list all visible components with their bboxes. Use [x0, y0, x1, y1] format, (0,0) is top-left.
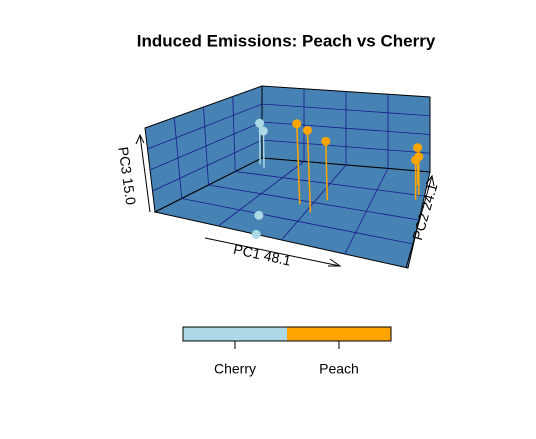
grid-line — [208, 184, 420, 221]
grid-line — [149, 121, 263, 171]
point — [292, 119, 302, 129]
legend: Cherry Peach — [182, 326, 392, 377]
legend-label: Peach — [319, 361, 359, 377]
legend-border — [182, 326, 392, 342]
point — [302, 125, 312, 135]
grid-line — [232, 96, 236, 172]
stem — [296, 123, 301, 205]
x-arrowhead — [328, 258, 342, 267]
legend-swatch — [183, 327, 287, 341]
y-arrowhead — [425, 174, 435, 187]
stem — [262, 131, 265, 169]
axis-arrows — [135, 133, 435, 269]
grid-line — [147, 103, 263, 150]
legend-label: Cherry — [214, 361, 256, 377]
legend-swatch — [287, 327, 391, 341]
z-axis-label: PC3 15.0 — [115, 146, 139, 206]
x-arrow — [204, 237, 341, 267]
plot-box — [144, 85, 431, 269]
grid-line — [344, 168, 389, 255]
stem — [306, 130, 312, 213]
point — [413, 143, 423, 153]
chart-title: Induced Emissions: Peach vs Cherry — [137, 31, 436, 50]
marks — [251, 118, 424, 239]
z-arrowhead — [135, 133, 145, 145]
stem — [325, 141, 329, 201]
point — [258, 126, 268, 136]
point — [321, 136, 331, 146]
floor — [153, 157, 431, 269]
grid-line — [235, 171, 425, 197]
point — [255, 118, 265, 128]
z-arrow — [139, 134, 151, 213]
grid-line — [261, 103, 431, 117]
x-axis-label: PC1 48.1 — [232, 241, 293, 269]
point — [254, 210, 264, 220]
point — [251, 229, 261, 239]
grid-line — [261, 121, 431, 135]
y-arrow — [405, 175, 433, 269]
point — [411, 155, 421, 165]
